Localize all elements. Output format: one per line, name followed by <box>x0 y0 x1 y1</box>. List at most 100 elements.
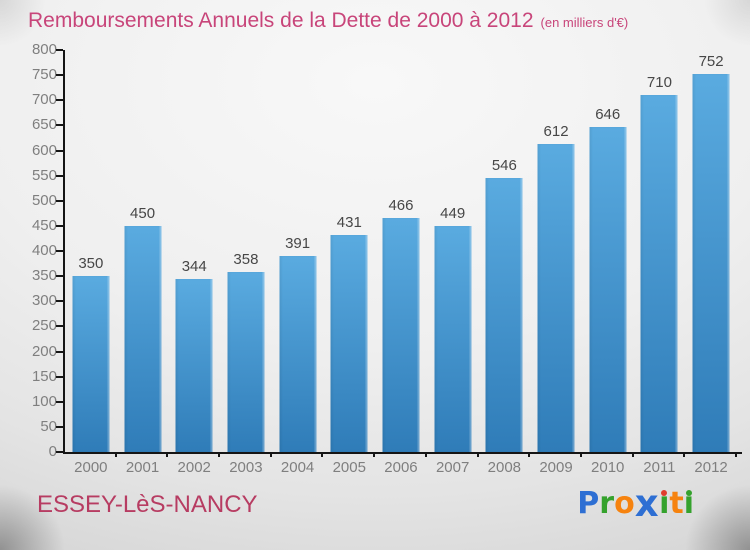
bar-2010 <box>589 127 627 452</box>
logo-letter-i: ı <box>659 486 669 521</box>
y-tick-mark <box>56 325 63 328</box>
x-tick-label: 2008 <box>487 459 522 476</box>
y-tick-label: 250 <box>31 317 57 335</box>
x-boundary-tick <box>479 452 531 457</box>
y-tick-label: 200 <box>31 342 57 360</box>
x-axis-labels: 2000 2001 2002 2003 2004 2005 2006 2007 2008 2009… <box>65 459 737 476</box>
bar-slot: 344 <box>168 50 220 452</box>
y-tick-mark <box>56 149 63 152</box>
bar-2005 <box>330 235 368 452</box>
bar-slot: 391 <box>272 50 324 452</box>
bar-slot: 431 <box>323 50 375 452</box>
y-tick-label: 100 <box>31 392 57 410</box>
bar-2001 <box>124 225 162 452</box>
bar-slot: 710 <box>634 50 686 452</box>
y-tick-label: 500 <box>31 191 57 209</box>
x-boundary-tick <box>375 452 427 457</box>
y-tick-label: 350 <box>31 267 57 285</box>
proxiti-logo[interactable]: Prox ıt ı <box>577 482 694 525</box>
logo-letter-x: x <box>634 482 660 525</box>
bar-value-label: 646 <box>595 106 621 124</box>
x-tick-label: 2012 <box>694 459 728 476</box>
logo-i-dot <box>661 490 668 496</box>
logo-letter-o: o <box>614 486 635 521</box>
y-tick-mark <box>56 275 63 278</box>
city-label: ESSEY-LèS-NANCY <box>37 491 258 518</box>
x-boundary-tick <box>685 452 737 457</box>
logo-i-stem: ı <box>683 486 694 521</box>
logo-letter-r: r <box>599 486 615 521</box>
y-tick-mark <box>56 224 63 227</box>
bar-slot: 752 <box>685 50 737 452</box>
bar-2012 <box>692 74 730 452</box>
x-axis-boundary-ticks <box>65 452 737 457</box>
x-tick-label: 2000 <box>74 459 108 476</box>
bar-value-label: 391 <box>285 234 311 252</box>
y-tick-label: 550 <box>31 166 57 184</box>
x-boundary-tick <box>168 452 221 457</box>
x-boundary-tick <box>272 452 324 457</box>
bar-2009 <box>537 144 575 452</box>
bar-value-label: 350 <box>78 255 104 273</box>
logo-letter-P: P <box>577 486 600 521</box>
y-tick-mark <box>56 350 63 353</box>
bar-value-label: 431 <box>336 214 362 232</box>
bar-value-label: 710 <box>646 74 672 92</box>
x-boundary-tick <box>427 452 479 457</box>
bar-2000 <box>72 276 110 452</box>
logo-letter-t: t <box>669 486 684 521</box>
x-boundary-tick <box>65 452 117 457</box>
bar-value-label: 449 <box>440 205 466 223</box>
x-tick-label: 2002 <box>177 459 211 476</box>
x-boundary-tick <box>323 452 376 457</box>
bar-slot: 612 <box>530 50 582 452</box>
y-tick-mark <box>56 74 63 77</box>
bar-2004 <box>279 255 317 452</box>
x-tick-label: 2007 <box>435 459 470 476</box>
bar-slot: 546 <box>479 50 531 452</box>
y-tick-label: 150 <box>31 367 57 385</box>
bar-value-label: 612 <box>543 123 569 141</box>
bar-slot: 350 <box>65 50 117 452</box>
bar-slot: 466 <box>375 50 427 452</box>
y-tick-mark <box>56 199 63 202</box>
x-tick-label: 2009 <box>539 459 573 476</box>
bar-2007 <box>434 226 472 452</box>
y-tick-mark <box>56 425 63 428</box>
x-tick-label: 2005 <box>332 459 366 476</box>
chart-title: Remboursements Annuels de la Dette de 20… <box>28 9 534 32</box>
plot-area: 0 50 100 150 200 250 300 350 400 450 500 550 600 650 7… <box>32 41 742 476</box>
y-axis-line <box>63 50 65 454</box>
y-tick-label: 300 <box>31 292 57 310</box>
y-tick-mark <box>56 375 63 378</box>
bar-2006 <box>382 217 420 452</box>
y-tick-label: 700 <box>31 91 57 109</box>
y-tick-mark <box>56 300 63 303</box>
logo-i-stem: ı <box>659 486 670 521</box>
x-boundary-tick <box>117 452 169 457</box>
y-tick-label: 600 <box>31 141 57 159</box>
bar-slot: 450 <box>117 50 169 452</box>
x-boundary-tick <box>582 452 634 457</box>
bar-2008 <box>485 177 523 452</box>
logo-letter-i: ı <box>684 486 694 521</box>
bar-value-label: 450 <box>130 204 156 222</box>
x-tick-label: 2003 <box>229 459 263 476</box>
y-tick-label: 650 <box>31 116 57 134</box>
y-tick-label: 800 <box>31 41 57 58</box>
x-tick-label: 2004 <box>280 459 315 476</box>
bar-2011 <box>640 95 678 452</box>
y-tick-label: 400 <box>31 242 57 259</box>
y-tick-mark <box>56 49 63 51</box>
bar-value-label: 466 <box>388 196 414 214</box>
bar-slot: 449 <box>427 50 479 452</box>
bar-value-label: 344 <box>181 258 207 276</box>
bar-value-label: 358 <box>233 251 259 269</box>
x-boundary-tick <box>634 452 686 457</box>
y-tick-mark <box>56 400 63 403</box>
y-tick-label: 0 <box>48 443 57 460</box>
bars-container: 350 450 344 358 391 431 466 449 546 612 646 710 752 <box>65 50 737 452</box>
y-tick-mark <box>56 250 63 252</box>
x-tick-label: 2006 <box>384 459 418 476</box>
